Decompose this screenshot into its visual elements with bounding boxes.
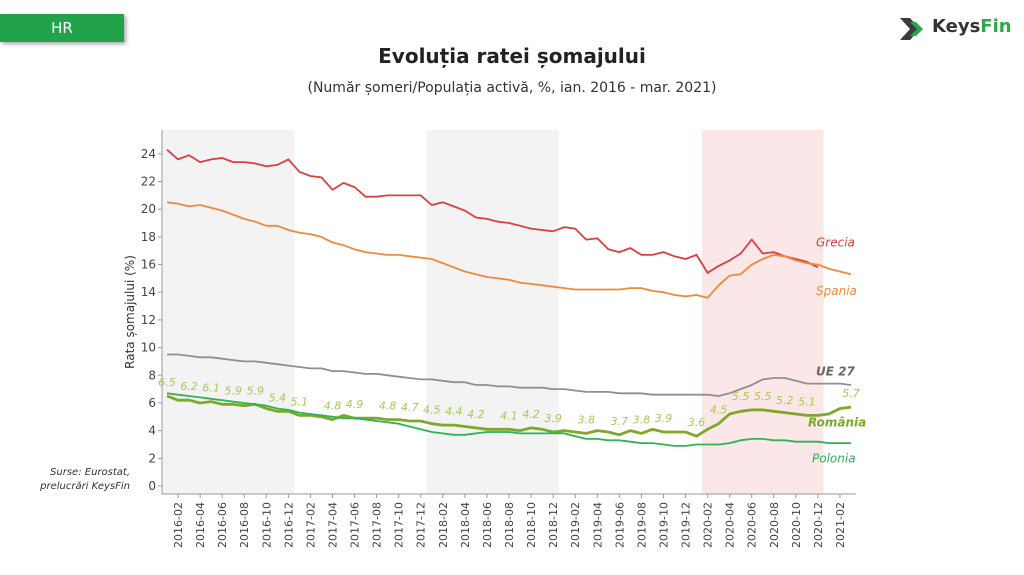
x-tick-label: 2020-12	[812, 502, 825, 548]
series-label-grecia: Grecia	[816, 236, 855, 250]
x-tick-label: 2019-08	[635, 502, 648, 548]
x-tick-label: 2017-06	[349, 502, 362, 548]
y-tick-label: 6	[148, 396, 156, 410]
series-label-polonia: Polonia	[812, 451, 856, 465]
source-line-1: Surse: Eurostat,	[50, 467, 130, 478]
data-label-romania: 5.1	[798, 395, 816, 408]
y-tick-label: 10	[141, 341, 156, 355]
shaded-band-3	[702, 130, 824, 494]
data-label-romania: 4.1	[500, 409, 518, 422]
data-label-romania: 4.5	[710, 404, 728, 417]
y-tick-label: 16	[141, 258, 156, 272]
data-label-romania: 4.5	[423, 404, 441, 417]
data-label-romania: 5.5	[754, 390, 772, 403]
data-label-romania: 4.9	[346, 398, 364, 411]
data-label-romania: 4.2	[467, 408, 485, 421]
y-tick-label: 18	[141, 230, 156, 244]
x-tick-label: 2016-04	[194, 502, 207, 548]
data-label-romania: 5.5	[732, 390, 750, 403]
y-tick-label: 22	[141, 175, 156, 189]
y-tick-label: 12	[141, 313, 156, 327]
x-tick-label: 2016-02	[172, 502, 185, 548]
y-tick-label: 2	[148, 451, 156, 465]
keysfin-logo-icon	[900, 18, 923, 40]
x-tick-label: 2018-12	[547, 502, 560, 548]
data-label-romania: 4.8	[324, 400, 342, 413]
data-label-romania: 6.1	[202, 382, 220, 395]
x-tick-label: 2016-08	[238, 502, 251, 548]
data-label-romania: 3.9	[544, 412, 562, 425]
x-tick-label: 2020-04	[724, 502, 737, 548]
series-line-polonia	[166, 392, 851, 447]
hr-badge: HR	[0, 14, 124, 42]
x-tick-label: 2018-10	[525, 502, 538, 548]
x-tick-label: 2020-06	[746, 502, 759, 548]
series-line-grecia	[166, 149, 819, 274]
chart-title: Evoluția ratei șomajului	[378, 44, 646, 68]
data-label-romania: 4.2	[522, 408, 540, 421]
series-label-spania: Spania	[816, 284, 857, 298]
x-tick-label: 2016-12	[282, 502, 295, 548]
series-line-rom-nia	[166, 394, 852, 438]
keysfin-logo-text: KeysFin	[932, 16, 1012, 37]
y-tick-label: 14	[141, 285, 156, 299]
x-tick-label: 2019-10	[657, 502, 670, 548]
y-tick-label: 8	[148, 368, 156, 382]
x-tick-label: 2018-06	[481, 502, 494, 548]
x-tick-label: 2020-02	[702, 502, 715, 548]
x-tick-label: 2016-06	[216, 502, 229, 548]
data-label-romania: 5.4	[269, 391, 287, 404]
x-tick-label: 2019-04	[591, 502, 604, 548]
x-tick-label: 2017-04	[326, 502, 339, 548]
y-tick-label: 24	[141, 147, 156, 161]
x-tick-label: 2017-10	[393, 502, 406, 548]
x-tick-label: 2021-02	[834, 502, 847, 548]
data-label-romania: 3.6	[688, 416, 706, 429]
series-line-ue-27	[167, 353, 852, 397]
x-tick-label: 2018-08	[503, 502, 516, 548]
keysfin-logo: KeysFin	[898, 14, 1018, 44]
x-tick-label: 2016-10	[260, 502, 273, 548]
data-label-romania: 6.5	[158, 376, 176, 389]
x-tick-label: 2019-02	[569, 502, 582, 548]
y-tick-label: 0	[148, 479, 156, 493]
data-label-romania: 3.8	[633, 413, 651, 426]
series-label-rom-nia: România	[808, 415, 866, 429]
x-tick-label: 2018-02	[437, 502, 450, 548]
data-label-romania: 3.9	[655, 412, 673, 425]
x-tick-label: 2018-04	[459, 502, 472, 548]
x-tick-label: 2017-08	[371, 502, 384, 548]
data-label-romania: 5.2	[776, 394, 794, 407]
data-label-romania: 5.9	[247, 384, 265, 397]
source-note: Surse: Eurostat, prelucrări KeysFin	[20, 466, 130, 494]
data-label-romania: 5.1	[291, 395, 309, 408]
data-label-romania: 4.4	[445, 405, 463, 418]
data-label-romania: 4.8	[379, 400, 397, 413]
data-label-romania: 3.8	[577, 413, 595, 426]
chart-subtitle: (Număr șomeri/Populația activă, %, ian. …	[307, 80, 717, 96]
x-tick-label: 2019-12	[680, 502, 693, 548]
shaded-band-1	[161, 130, 294, 494]
shaded-band-2	[426, 130, 559, 494]
x-tick-label: 2020-08	[768, 502, 781, 548]
x-tick-label: 2020-10	[790, 502, 803, 548]
logo-text-fin: Fin	[980, 16, 1012, 37]
source-line-2: prelucrări KeysFin	[40, 481, 130, 492]
x-tick-label: 2019-06	[613, 502, 626, 548]
data-label-romania: 6.2	[180, 380, 198, 393]
x-tick-label: 2017-02	[304, 502, 317, 548]
data-label-romania: 5.9	[224, 384, 242, 397]
x-tick-label: 2017-12	[415, 502, 428, 548]
data-label-romania: 5.7	[842, 387, 860, 400]
y-tick-label: 4	[148, 424, 156, 438]
series-line-spania	[166, 201, 852, 299]
y-axis-label: Rata șomajului (%)	[123, 255, 137, 369]
y-tick-label: 20	[141, 202, 156, 216]
logo-text-keys: Keys	[932, 16, 981, 37]
data-label-romania: 4.7	[401, 401, 419, 414]
series-label-ue-27: UE 27	[816, 364, 855, 378]
data-label-romania: 3.7	[611, 415, 629, 428]
